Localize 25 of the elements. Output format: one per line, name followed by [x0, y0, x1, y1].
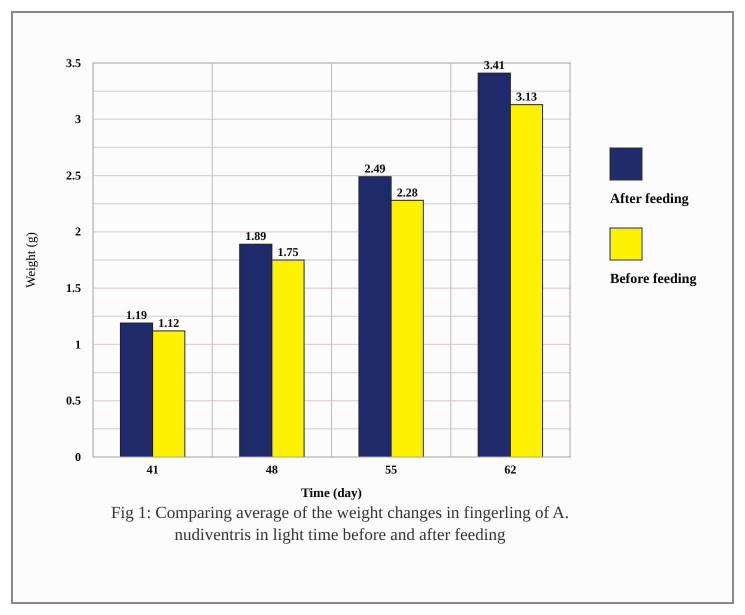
- y-tick-label: 2.5: [66, 168, 81, 182]
- y-tick-label: 0.5: [66, 394, 81, 408]
- y-tick-label: 0: [75, 450, 81, 464]
- data-label: 1.89: [245, 229, 266, 244]
- x-axis-title: Time (day): [301, 485, 362, 500]
- legend-label: Before feeding: [610, 272, 696, 287]
- data-label: 3.41: [484, 58, 505, 72]
- caption: Fig 1: Comparing average of the weight changes in fingerling of A. nudiventris in light time before and after feeding: [111, 503, 569, 544]
- x-tick-label: 41: [146, 462, 159, 477]
- y-tick-label: 1: [75, 337, 81, 352]
- data-label: 2.49: [364, 162, 386, 176]
- y-tick-label: 2: [75, 224, 81, 239]
- y-tick-label: 3: [75, 112, 81, 126]
- data-label: 1.19: [126, 308, 148, 322]
- data-label: 3.13: [516, 90, 537, 104]
- legend-label: After feeding: [610, 192, 689, 207]
- x-tick-label: 48: [266, 462, 278, 477]
- data-label: 1.12: [158, 316, 180, 330]
- data-label: 2.28: [396, 185, 418, 200]
- y-axis-title: Weight (g): [23, 232, 38, 288]
- x-tick-label: 62: [504, 462, 516, 477]
- y-tick-label: 1.5: [66, 280, 81, 295]
- y-tick-label: 3.5: [66, 56, 81, 70]
- x-tick-label: 55: [385, 462, 398, 477]
- data-label: 1.75: [277, 245, 298, 259]
